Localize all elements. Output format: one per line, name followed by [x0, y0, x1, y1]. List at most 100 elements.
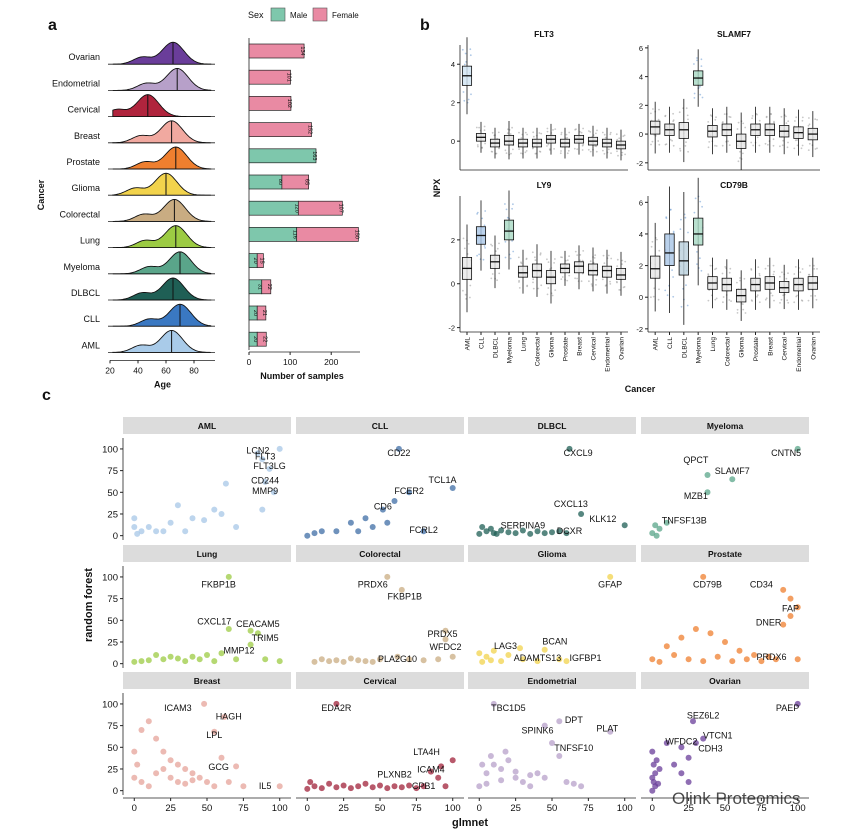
scatter-point — [556, 753, 563, 759]
box-jitter-point — [483, 125, 486, 128]
box-jitter-point — [736, 308, 739, 311]
scatter-point — [502, 748, 509, 755]
box-iqr-breast — [573, 261, 585, 274]
box-jitter-point — [796, 294, 798, 297]
box-jitter-point — [509, 133, 512, 135]
bar-female-cervical — [248, 96, 292, 111]
box-jitter-point — [779, 145, 781, 148]
box-jitter-point — [546, 145, 548, 147]
box-jitter-point — [616, 265, 619, 267]
scatter-gene-label: CEACAM5 — [236, 619, 280, 629]
scatter-x-tick-label: 75 — [238, 803, 249, 814]
scatter-point — [498, 777, 505, 784]
age-ridgeline-plot: Cancer Ovarian Endometrial Cervical Breast Pr… — [36, 41, 215, 389]
scatter-point — [692, 626, 699, 632]
box-jitter-point — [607, 148, 610, 151]
box-jitter-point — [551, 294, 554, 297]
scatter-x-tick-label: 100 — [445, 803, 461, 814]
scatter-gene-label: QPCT — [683, 455, 709, 465]
box-y-tick-label: 4 — [639, 230, 643, 239]
box-x-tick-label: Lung — [521, 337, 528, 352]
scatter-gene-label: FCRL2 — [409, 525, 438, 535]
scatter-point — [160, 656, 167, 663]
box-jitter-point — [482, 258, 485, 261]
box-jitter-point — [665, 216, 668, 219]
box-jitter-point — [722, 301, 724, 304]
box-jitter-point — [547, 143, 550, 146]
box-jitter-point — [609, 283, 612, 285]
scatter-facet-title-myeloma: Myeloma — [707, 421, 744, 431]
scatter-point — [311, 658, 318, 665]
box-jitter-point — [462, 91, 465, 93]
box-jitter-point — [475, 126, 478, 129]
box-x-tick-label: Breast — [767, 337, 774, 356]
scatter-point — [304, 785, 311, 792]
scatter-point — [729, 658, 736, 665]
scatter-point — [649, 748, 656, 755]
bar-female-value: 22 — [261, 336, 267, 342]
scatter-y-tick-label: 75 — [107, 594, 118, 605]
scatter-point — [131, 524, 138, 530]
box-jitter-point — [743, 277, 746, 280]
box-jitter-point — [504, 240, 507, 243]
bar-male-value: 116 — [292, 230, 298, 239]
box-jitter-point — [581, 259, 584, 262]
scatter-x-tick-label: 25 — [683, 803, 694, 814]
box-jitter-point — [816, 118, 818, 121]
scatter-facet-strip — [296, 417, 464, 434]
box-x-tick-label: Prostate — [753, 337, 760, 362]
box-jitter-point — [532, 131, 535, 134]
scatter-gene-label: PLAT — [596, 724, 618, 734]
scatter-point — [240, 783, 247, 790]
ridge-category-label: CLL — [83, 314, 100, 324]
box-jitter-point — [730, 300, 732, 302]
box-jitter-point — [546, 258, 548, 261]
rf-glmnet-scatter-panel: random forest AML 0 25 50 75 100 LCN2FLT3FLT3LG… — [83, 417, 809, 829]
box-jitter-point — [786, 146, 789, 149]
scatter-point — [391, 498, 398, 504]
box-jitter-point — [601, 131, 604, 134]
scatter-point — [347, 519, 354, 526]
box-jitter-point — [715, 267, 718, 270]
scatter-point — [326, 658, 333, 665]
ridge-x-tick-label: 60 — [161, 365, 171, 375]
box-x-tick-label: DLBCL — [493, 337, 500, 358]
box-jitter-point — [707, 273, 710, 275]
scatter-gene-label: PLA2G10 — [378, 654, 417, 664]
scatter-point — [517, 645, 523, 652]
scatter-gene-label: PRDX6 — [358, 579, 388, 589]
scatter-point — [201, 700, 208, 707]
bar-male-value: 80 — [277, 179, 283, 185]
box-jitter-point — [807, 149, 810, 152]
box-jitter-point — [506, 216, 509, 219]
box-jitter-point — [595, 278, 598, 281]
box-jitter-point — [518, 281, 520, 283]
box-jitter-point — [581, 149, 584, 151]
box-x-tick-label: AML — [653, 337, 660, 351]
scatter-point — [134, 761, 141, 768]
scatter-point — [449, 757, 456, 764]
scatter-point — [505, 652, 512, 658]
scatter-point — [483, 653, 490, 660]
box-jitter-point — [728, 299, 731, 301]
box-jitter-point — [779, 302, 781, 304]
box-x-tick-label: Breast — [577, 337, 584, 356]
box-jitter-point — [506, 132, 509, 135]
box-jitter-point — [467, 243, 470, 245]
scatter-y-tick-label: 75 — [107, 466, 118, 477]
box-jitter-point — [770, 113, 772, 115]
scatter-point — [534, 528, 541, 535]
ridge-x-tick-label: 80 — [189, 365, 199, 375]
scatter-point — [476, 783, 483, 790]
box-jitter-point — [554, 289, 557, 291]
scatter-facet-strip — [641, 672, 809, 689]
box-jitter-point — [546, 293, 549, 296]
scatter-point — [519, 527, 526, 534]
scatter-point — [780, 586, 787, 593]
scatter-gene-label: IL5 — [259, 781, 272, 791]
box-jitter-point — [687, 150, 689, 153]
scatter-point — [442, 783, 449, 790]
ridge-category-label: Glioma — [71, 183, 100, 193]
scatter-point — [563, 658, 570, 665]
box-jitter-point — [687, 118, 689, 121]
